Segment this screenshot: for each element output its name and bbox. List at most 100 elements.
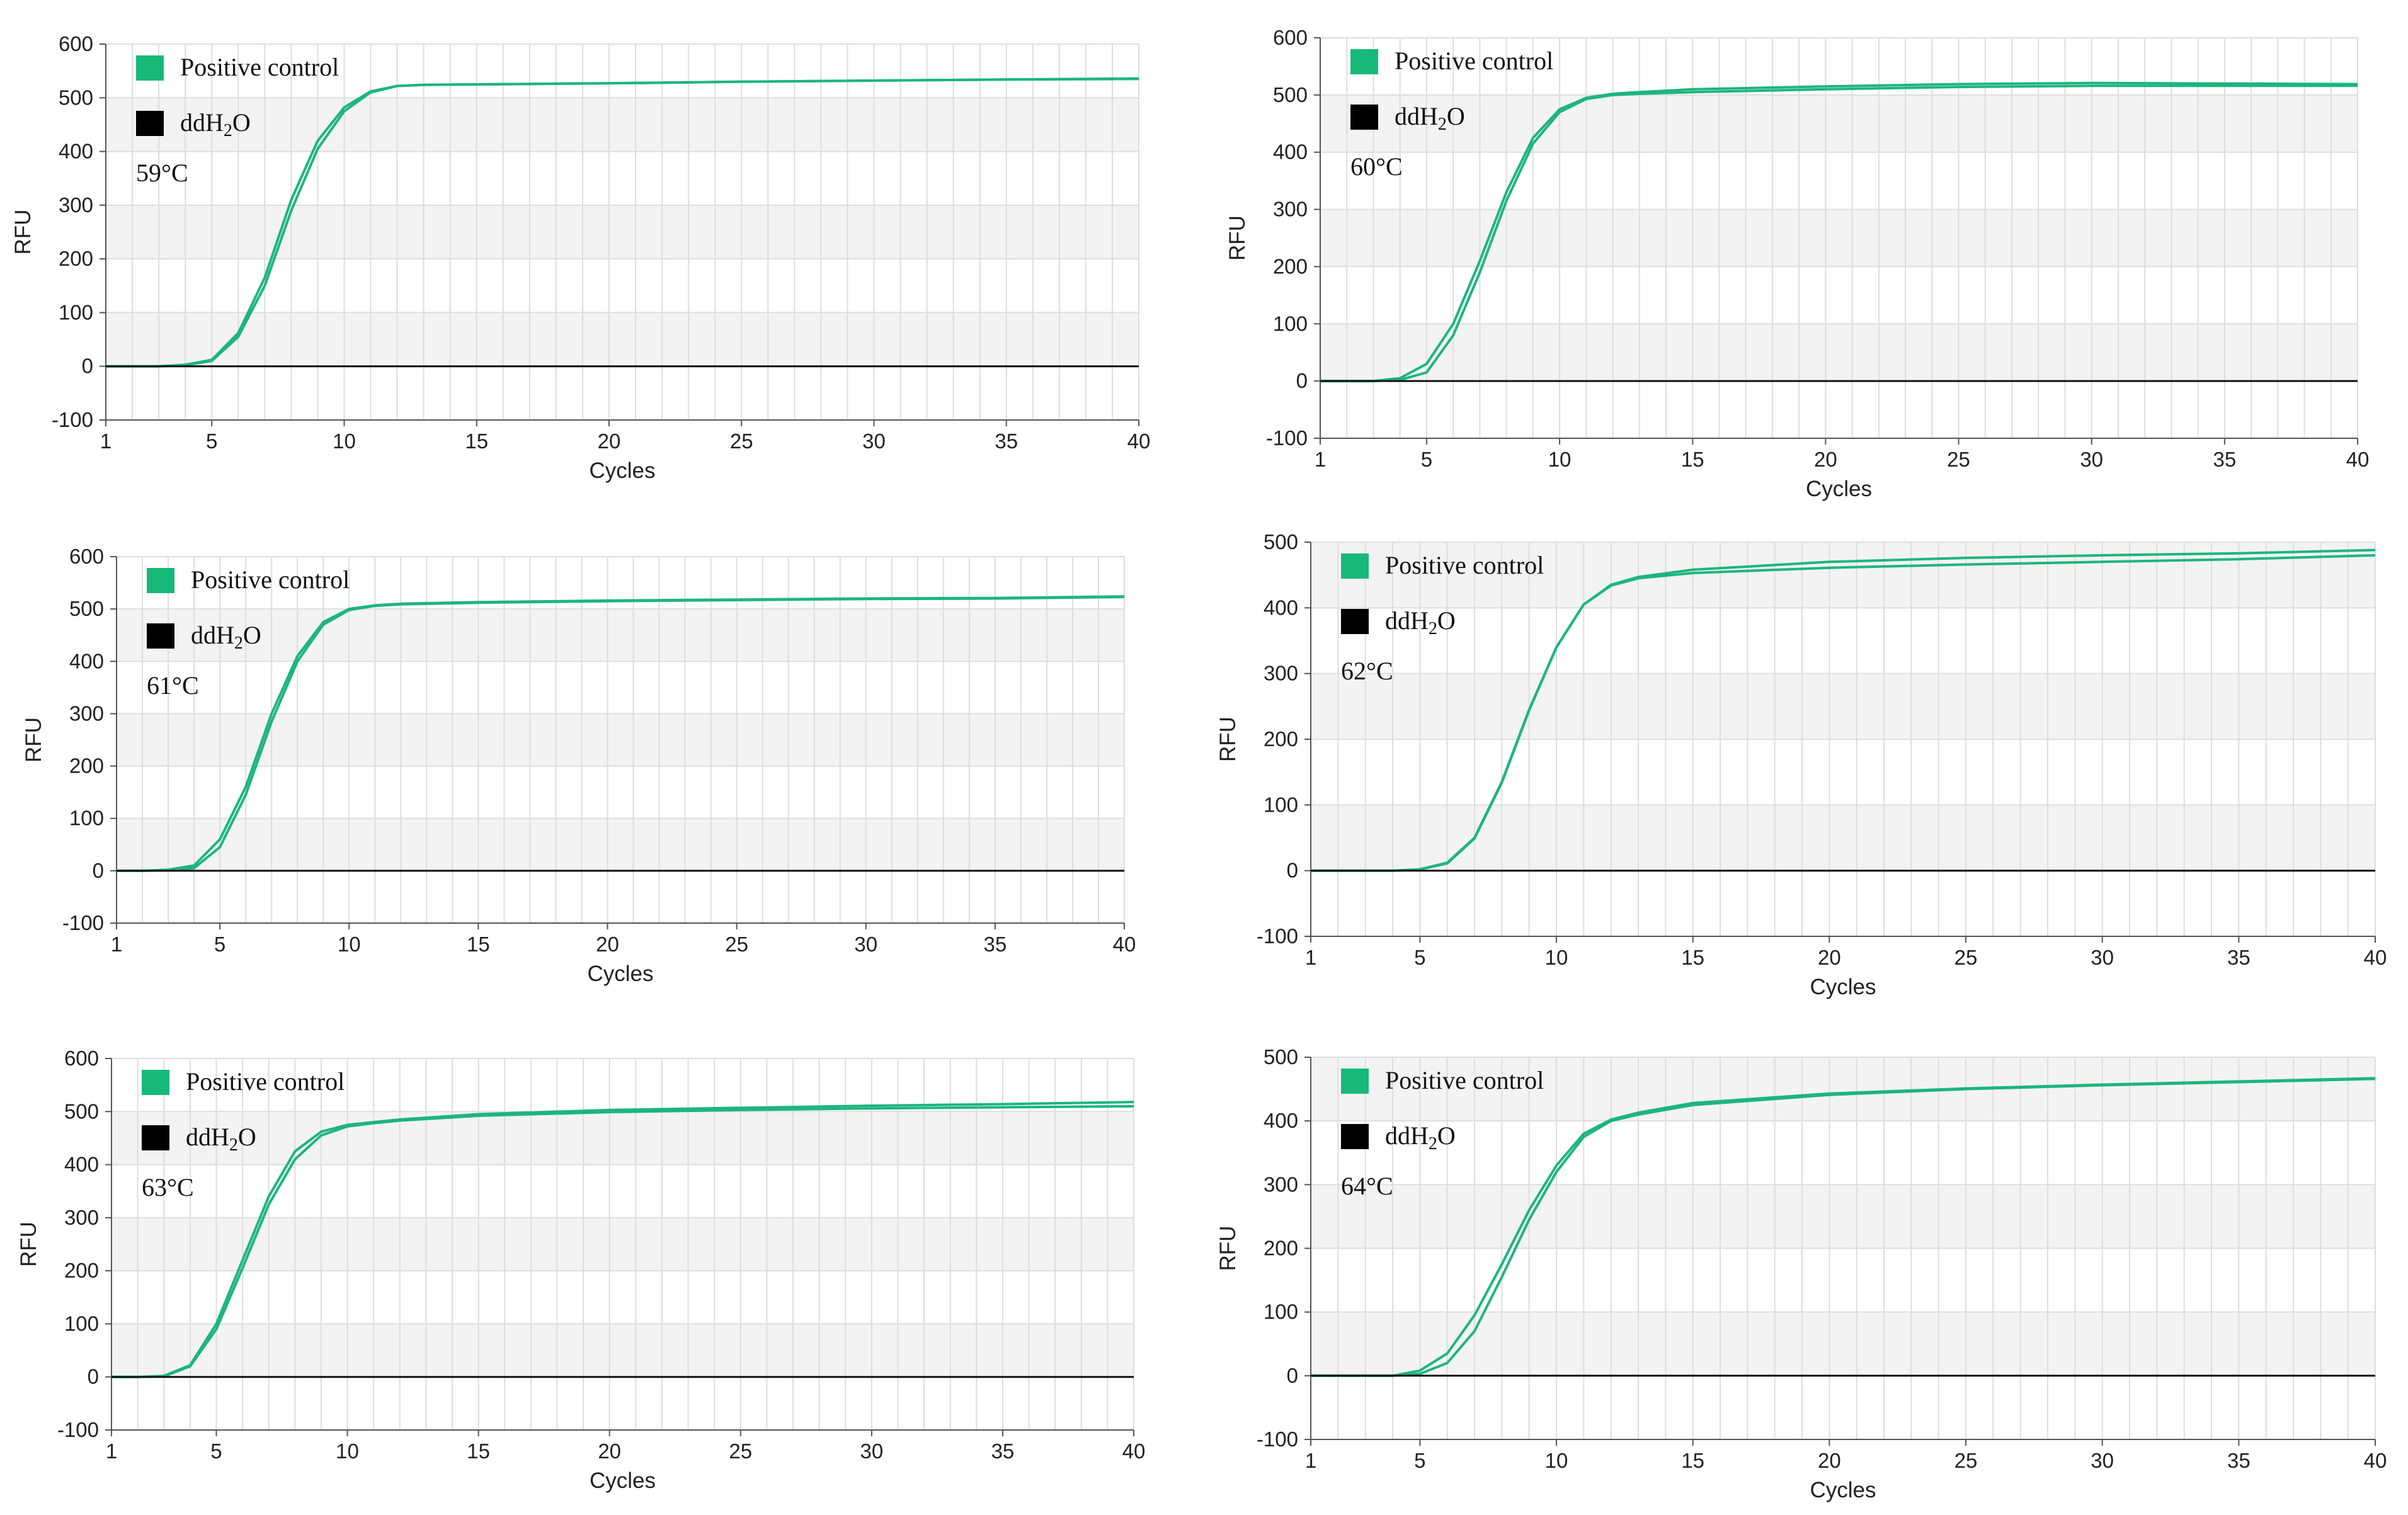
y-tick-label: 400	[1273, 140, 1308, 164]
x-tick-label: 20	[598, 429, 621, 453]
legend-swatch-positive-control	[1341, 1069, 1369, 1094]
x-axis-title: Cycles	[587, 962, 653, 986]
legend-swatch-positive-control	[1350, 49, 1378, 74]
y-tick-label: 600	[64, 1047, 99, 1070]
y-tick-label: 300	[1264, 662, 1298, 685]
y-axis-title: RFU	[1225, 215, 1250, 261]
x-tick-label: 30	[854, 933, 877, 956]
x-tick-label: 20	[598, 1439, 621, 1463]
x-tick-label: 10	[1545, 946, 1568, 969]
y-tick-label: 500	[64, 1099, 99, 1123]
plot-band	[1311, 805, 2375, 871]
x-tick-label: 30	[860, 1439, 883, 1463]
y-tick-label: 100	[69, 807, 104, 830]
x-tick-label: 1	[100, 429, 111, 453]
y-tick-label: 200	[1264, 1237, 1298, 1260]
plot-band	[106, 205, 1139, 259]
y-tick-label: 200	[64, 1259, 99, 1282]
y-tick-label: -100	[52, 408, 93, 431]
annotation-temperature: 61°C	[147, 671, 199, 700]
y-tick-label: 300	[69, 701, 104, 725]
x-tick-label: 20	[1818, 1449, 1841, 1472]
x-tick-label: 20	[596, 933, 619, 956]
x-axis-title: Cycles	[589, 458, 655, 483]
x-tick-label: 5	[1414, 1449, 1425, 1472]
y-tick-label: 0	[93, 859, 104, 882]
legend-label-ddh2o: ddH2O	[186, 1123, 256, 1155]
x-tick-label: 5	[1414, 946, 1425, 969]
legend-swatch-positive-control	[1341, 553, 1369, 579]
legend-label-ddh2o: ddH2O	[1385, 1121, 1456, 1154]
plot-band	[1320, 209, 2358, 267]
x-axis-title: Cycles	[590, 1468, 656, 1493]
y-tick-label: 400	[1264, 596, 1298, 619]
y-tick-label: -100	[1257, 924, 1298, 948]
y-tick-label: 300	[1264, 1172, 1298, 1196]
y-tick-label: -100	[1257, 1427, 1298, 1451]
x-tick-label: 35	[2227, 946, 2251, 969]
chart-panel-62c: -100 0 100 200 300 400 500 1 5 10 15 20 25 30 35 40 Cycl…	[1204, 505, 2407, 1010]
legend-label-positive-control: Positive control	[1385, 551, 1544, 579]
y-tick-label: 0	[1296, 369, 1308, 392]
chart-panel-60c: -100 0 100 200 300 400 500 600 1 5 10 15 20 25 30 35 40 C…	[1204, 0, 2407, 505]
y-tick-label: 100	[64, 1312, 99, 1335]
plot-band	[117, 609, 1124, 662]
legend-label-ddh2o: ddH2O	[191, 621, 261, 653]
x-tick-label: 25	[1954, 1449, 1978, 1472]
plot-band	[1311, 673, 2375, 739]
plot-band	[1320, 324, 2358, 382]
x-tick-label: 5	[1421, 448, 1432, 471]
x-tick-label: 10	[336, 1439, 359, 1463]
x-tick-label: 35	[984, 933, 1007, 956]
x-tick-label: 15	[1681, 448, 1704, 471]
x-tick-label: 10	[333, 429, 356, 453]
y-axis-title: RFU	[21, 717, 46, 763]
legend-label-ddh2o: ddH2O	[1385, 606, 1456, 638]
x-tick-label: 10	[338, 933, 361, 956]
legend-swatch-ddh2o	[136, 111, 164, 136]
legend-swatch-ddh2o	[1350, 105, 1378, 130]
y-tick-label: 600	[59, 32, 93, 55]
plot-band	[117, 713, 1124, 766]
x-tick-label: 30	[2091, 1449, 2114, 1472]
series-line-positive-control-1	[1320, 81, 2358, 383]
x-tick-label: 5	[214, 933, 225, 956]
x-tick-label: 40	[1122, 1439, 1146, 1463]
annotation-temperature: 62°C	[1341, 657, 1393, 685]
x-tick-label: 30	[862, 429, 886, 453]
y-axis-title: RFU	[11, 210, 35, 255]
plot-band	[117, 818, 1124, 871]
y-tick-label: 400	[69, 649, 104, 672]
legend-swatch-ddh2o	[147, 623, 174, 649]
x-axis-title: Cycles	[1810, 1478, 1876, 1502]
y-tick-label: 600	[69, 545, 104, 568]
y-tick-label: 300	[59, 193, 93, 217]
x-tick-label: 15	[1681, 946, 1704, 969]
x-tick-label: 15	[467, 1439, 490, 1463]
x-tick-label: 40	[2364, 946, 2387, 969]
x-tick-label: 1	[106, 1439, 117, 1463]
annotation-temperature: 64°C	[1341, 1172, 1393, 1200]
plot-band	[111, 1217, 1134, 1271]
y-tick-label: 500	[1264, 1045, 1298, 1069]
x-tick-label: 15	[467, 933, 490, 956]
x-tick-label: 20	[1818, 946, 1841, 969]
legend-swatch-positive-control	[142, 1070, 169, 1095]
x-tick-label: 25	[725, 933, 748, 956]
x-tick-label: 10	[1545, 1449, 1568, 1472]
y-tick-label: 400	[59, 140, 93, 163]
legend-swatch-ddh2o	[1341, 609, 1369, 634]
legend-label-positive-control: Positive control	[186, 1067, 345, 1096]
x-tick-label: 35	[995, 429, 1018, 453]
x-tick-label: 25	[729, 1439, 752, 1463]
series-line-positive-control-2	[111, 1104, 1134, 1378]
x-tick-label: 1	[111, 933, 122, 956]
x-tick-label: 5	[206, 429, 217, 453]
x-tick-label: 25	[1954, 946, 1978, 969]
x-tick-label: 25	[730, 429, 753, 453]
